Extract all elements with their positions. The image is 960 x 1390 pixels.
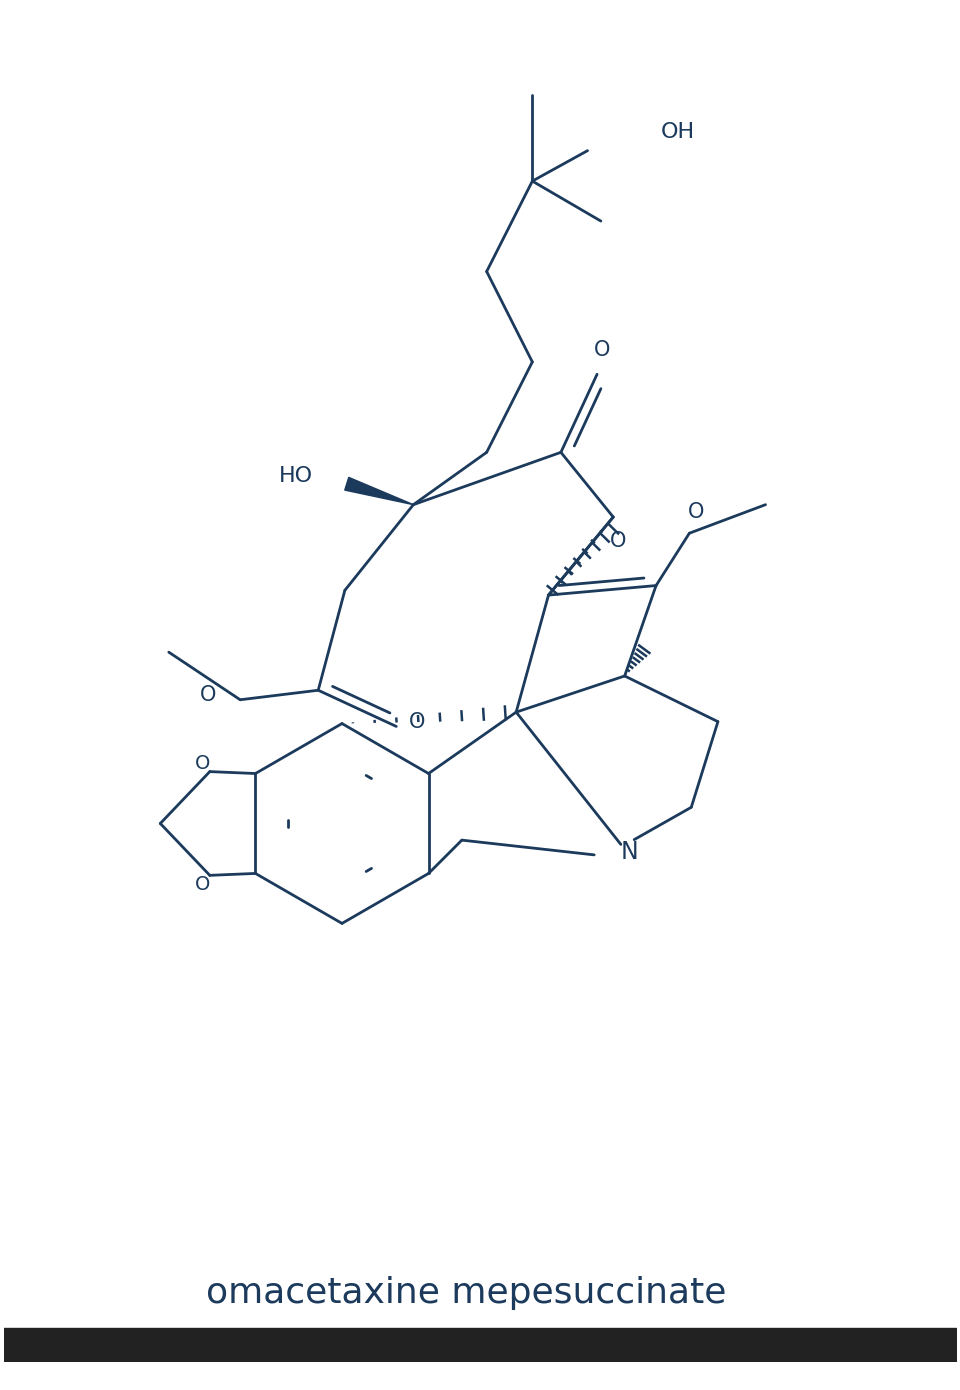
Text: O: O xyxy=(409,712,425,731)
Text: OH: OH xyxy=(660,121,695,142)
Text: O: O xyxy=(195,876,210,894)
Text: O: O xyxy=(688,502,705,523)
Text: N: N xyxy=(620,840,638,865)
Text: O: O xyxy=(195,755,210,773)
Text: omacetaxine mepesuccinate: omacetaxine mepesuccinate xyxy=(205,1276,726,1309)
Text: O: O xyxy=(610,531,626,550)
Text: HO: HO xyxy=(279,466,314,486)
Polygon shape xyxy=(345,477,414,505)
Text: O: O xyxy=(593,341,610,360)
Text: O: O xyxy=(200,685,216,705)
